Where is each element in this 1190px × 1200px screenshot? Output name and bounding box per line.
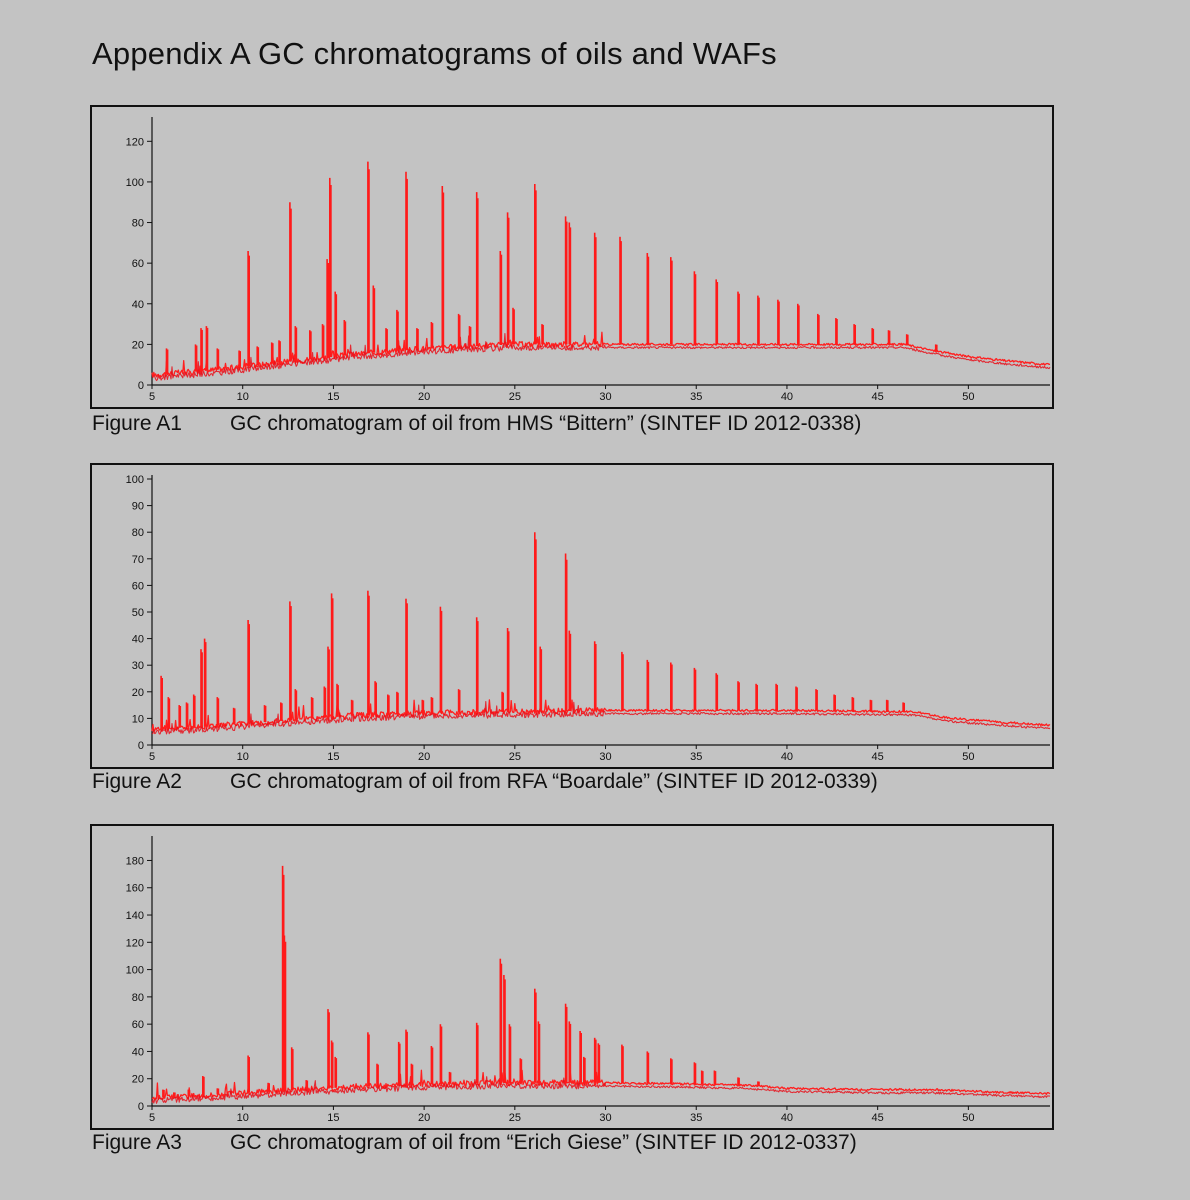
x-tick-label: 30 (599, 751, 611, 763)
x-tick-label: 25 (509, 391, 521, 403)
y-tick-label: 120 (126, 937, 144, 949)
x-tick-label: 10 (237, 751, 249, 763)
x-tick-label: 10 (237, 1112, 249, 1124)
y-tick-label: 70 (132, 554, 144, 566)
x-tick-label: 50 (962, 391, 974, 403)
y-tick-label: 80 (132, 527, 144, 539)
x-tick-label: 40 (781, 391, 793, 403)
y-tick-label: 10 (132, 713, 144, 725)
y-tick-label: 120 (126, 136, 144, 148)
y-tick-label: 80 (132, 992, 144, 1004)
y-tick-label: 20 (132, 687, 144, 699)
caption-a2-label: Figure A2 (92, 770, 182, 793)
y-tick-label: 80 (132, 218, 144, 230)
x-tick-label: 35 (690, 751, 702, 763)
y-tick-label: 50 (132, 607, 144, 619)
y-tick-label: 100 (126, 177, 144, 189)
x-tick-label: 5 (149, 751, 155, 763)
y-tick-label: 60 (132, 1019, 144, 1031)
x-tick-label: 5 (149, 391, 155, 403)
caption-a3-label: Figure A3 (92, 1131, 182, 1154)
chart-frame-a2: 0 10 20 30 40 50 60 70 80 90 100 5 10 15 20 25 30 35 40 45 5… (90, 463, 1054, 769)
baseline-trace (151, 333, 1051, 382)
x-tick-label: 40 (781, 751, 793, 763)
x-tick-label: 5 (149, 1112, 155, 1124)
caption-a1-text: GC chromatogram of oil from HMS “Bittern… (230, 412, 862, 435)
figure-a1: 0 20 40 60 80 100 120 5 10 15 20 25 30 35 40 45 50 Figur… (90, 105, 1054, 435)
x-tick-label: 45 (872, 751, 884, 763)
caption-a3-text: GC chromatogram of oil from “Erich Giese… (230, 1131, 857, 1154)
x-tick-label: 20 (418, 1112, 430, 1124)
y-tick-label: 40 (132, 634, 144, 646)
x-tick-label: 20 (418, 751, 430, 763)
y-tick-label: 0 (138, 1101, 144, 1113)
y-tick-label: 180 (126, 855, 144, 867)
y-tick-label: 0 (138, 740, 144, 752)
x-tick-label: 35 (690, 1112, 702, 1124)
y-tick-label: 20 (132, 1074, 144, 1086)
chromatogram-a3: 0 20 40 60 80 100 120 140 160 180 5 10 15 20 25 30 35 40 4… (126, 836, 1051, 1124)
baseline-trace (151, 699, 1051, 733)
figure-a2: 0 10 20 30 40 50 60 70 80 90 100 5 10 15 20 25 30 35 40 45 5… (90, 463, 1054, 793)
y-tick-label: 100 (126, 965, 144, 977)
x-tick-label: 10 (237, 391, 249, 403)
y-tick-label: 140 (126, 910, 144, 922)
y-tick-label: 60 (132, 580, 144, 592)
y-tick-label: 40 (132, 1046, 144, 1058)
x-tick-label: 40 (781, 1112, 793, 1124)
chromatogram-a2: 0 10 20 30 40 50 60 70 80 90 100 5 10 15 20 25 30 35 40 45 5… (126, 474, 1051, 763)
x-tick-label: 25 (509, 1112, 521, 1124)
baseline-trace (151, 1073, 1051, 1104)
caption-a3: Figure A3 GC chromatogram of oil from “Er… (92, 1131, 857, 1155)
y-tick-label: 160 (126, 883, 144, 895)
chromatogram-a1: 0 20 40 60 80 100 120 5 10 15 20 25 30 35 40 45 50 (126, 117, 1051, 403)
x-tick-label: 15 (327, 391, 339, 403)
caption-a1-label: Figure A1 (92, 412, 182, 435)
x-tick-label: 30 (599, 391, 611, 403)
figure-a3: 0 20 40 60 80 100 120 140 160 180 5 10 15 20 25 30 35 40 4… (90, 824, 1054, 1154)
x-tick-label: 15 (327, 751, 339, 763)
x-tick-label: 30 (599, 1112, 611, 1124)
x-tick-label: 35 (690, 391, 702, 403)
baseline-trace (151, 701, 1051, 735)
caption-a2: Figure A2 GC chromatogram of oil from RFA… (92, 770, 878, 794)
x-tick-label: 15 (327, 1112, 339, 1124)
y-tick-label: 0 (138, 380, 144, 392)
y-tick-label: 100 (126, 474, 144, 486)
caption-a1: Figure A1 GC chromatogram of oil from HMS… (92, 412, 861, 436)
y-tick-label: 40 (132, 299, 144, 311)
x-tick-label: 45 (872, 1112, 884, 1124)
y-tick-label: 30 (132, 660, 144, 672)
x-tick-label: 50 (962, 751, 974, 763)
y-tick-label: 20 (132, 339, 144, 351)
y-tick-label: 60 (132, 258, 144, 270)
x-tick-label: 20 (418, 391, 430, 403)
chart-frame-a3: 0 20 40 60 80 100 120 140 160 180 5 10 15 20 25 30 35 40 4… (90, 824, 1054, 1130)
x-tick-label: 50 (962, 1112, 974, 1124)
caption-a2-text: GC chromatogram of oil from RFA “Boardal… (230, 770, 878, 793)
x-tick-label: 45 (872, 391, 884, 403)
x-tick-label: 25 (509, 751, 521, 763)
baseline-trace (151, 331, 1051, 378)
page-title: Appendix A GC chromatograms of oils and … (92, 36, 777, 71)
y-tick-label: 90 (132, 501, 144, 513)
chart-frame-a1: 0 20 40 60 80 100 120 5 10 15 20 25 30 35 40 45 50 (90, 105, 1054, 409)
